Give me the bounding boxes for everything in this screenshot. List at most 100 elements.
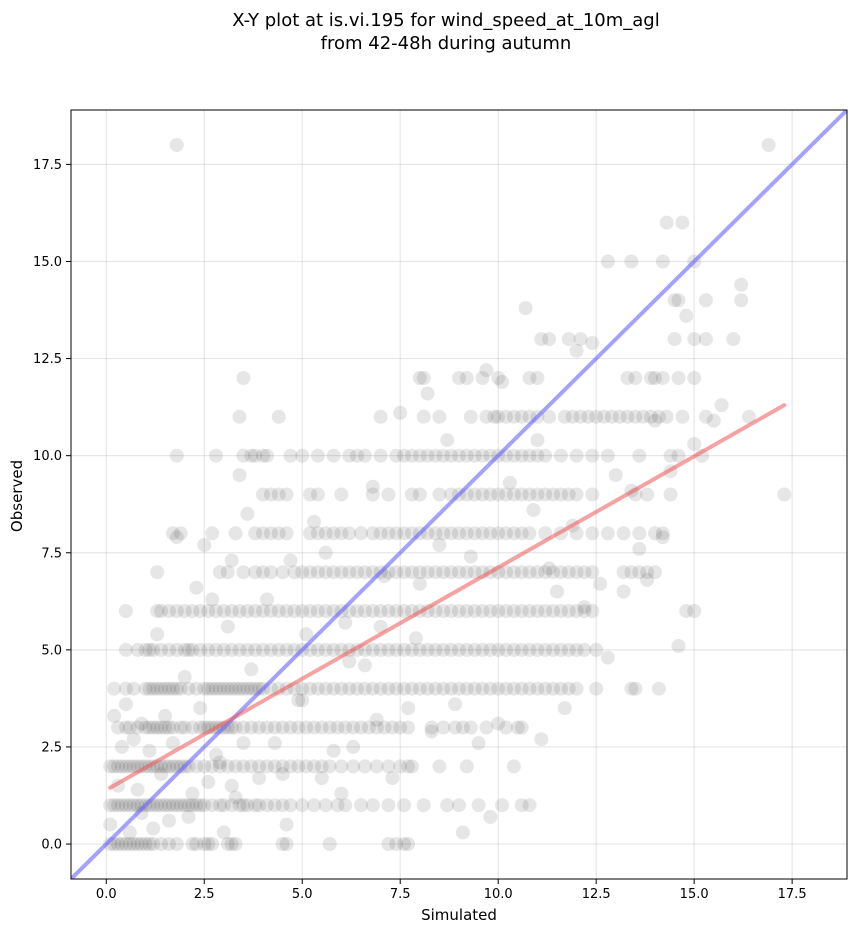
data-point-648 — [209, 747, 223, 762]
data-point-315 — [506, 642, 521, 657]
data-point-0 — [103, 837, 118, 851]
data-point-341 — [256, 604, 270, 618]
data-point-136 — [122, 720, 137, 735]
data-point-237 — [397, 681, 412, 696]
data-point-669 — [334, 786, 349, 801]
data-point-240 — [420, 681, 435, 696]
data-point-565 — [487, 409, 502, 424]
data-point-432 — [585, 565, 600, 580]
data-point-191 — [126, 681, 141, 696]
data-point-55 — [205, 798, 220, 813]
data-point-677 — [385, 771, 400, 785]
data-point-126 — [369, 759, 384, 774]
data-point-437 — [648, 565, 662, 580]
data-point-685 — [440, 433, 455, 448]
data-point-213 — [232, 681, 247, 696]
data-point-539 — [452, 448, 466, 463]
data-point-379 — [553, 604, 568, 618]
data-point-52 — [189, 798, 204, 813]
data-point-366 — [452, 604, 466, 618]
data-point-592 — [459, 371, 474, 385]
data-point-584 — [644, 409, 658, 424]
data-point-638 — [165, 736, 180, 751]
data-point-311 — [475, 642, 490, 657]
data-point-488 — [303, 487, 318, 502]
data-point-686 — [448, 697, 463, 712]
data-point-572 — [542, 409, 557, 424]
data-point-495 — [432, 487, 447, 502]
data-point-274 — [185, 642, 200, 657]
data-point-601 — [655, 371, 670, 385]
data-point-273 — [181, 642, 196, 657]
data-point-318 — [530, 642, 545, 657]
data-point-144 — [162, 720, 176, 735]
data-point-369 — [475, 604, 490, 618]
data-point-53 — [193, 798, 208, 813]
data-point-502 — [491, 487, 506, 502]
data-point-277 — [209, 642, 223, 657]
x-axis-ticks: 0.0 2.5 5.0 7.5 10.0 12.5 15.0 17.5 — [96, 879, 807, 902]
y-tick-label-4: 10.0 — [33, 449, 62, 464]
data-point-529 — [357, 448, 372, 463]
data-point-120 — [307, 759, 321, 774]
data-point-47 — [169, 798, 184, 813]
data-point-32 — [111, 798, 125, 813]
data-point-111 — [236, 759, 251, 774]
data-point-271 — [169, 642, 184, 657]
data-point-323 — [569, 642, 584, 657]
data-point-263 — [651, 681, 666, 696]
data-point-391 — [256, 565, 270, 580]
data-point-627 — [114, 739, 129, 754]
data-point-343 — [271, 604, 286, 618]
data-point-436 — [640, 565, 655, 580]
data-point-216 — [244, 681, 259, 696]
data-point-283 — [256, 642, 270, 657]
data-point-655 — [240, 506, 255, 521]
data-point-193 — [142, 681, 157, 696]
data-point-450 — [326, 526, 341, 541]
data-point-5 — [122, 837, 137, 851]
data-point-268 — [146, 642, 161, 657]
data-point-423 — [514, 565, 529, 580]
data-point-720 — [687, 437, 702, 451]
data-point-486 — [271, 487, 286, 502]
data-point-292 — [326, 642, 341, 657]
data-point-284 — [263, 642, 278, 657]
data-point-531 — [389, 448, 404, 463]
data-point-112 — [244, 759, 259, 774]
data-point-166 — [291, 720, 306, 735]
data-point-175 — [361, 720, 376, 735]
data-point-145 — [165, 720, 180, 735]
data-point-388 — [220, 565, 235, 580]
data-point-211 — [224, 681, 239, 696]
data-point-345 — [287, 604, 302, 618]
data-point-197 — [158, 681, 173, 696]
data-point-397 — [310, 565, 325, 580]
data-point-390 — [248, 565, 263, 580]
data-point-159 — [236, 720, 251, 735]
data-point-210 — [220, 681, 235, 696]
data-point-372 — [499, 604, 513, 618]
data-point-585 — [651, 409, 666, 424]
data-point-602 — [671, 371, 686, 385]
data-point-364 — [436, 604, 451, 618]
data-point-395 — [295, 565, 310, 580]
data-point-582 — [628, 409, 643, 424]
data-point-98 — [158, 759, 173, 774]
data-point-586 — [659, 409, 674, 424]
data-point-528 — [342, 448, 357, 463]
data-point-331 — [177, 604, 192, 618]
data-point-651 — [224, 553, 239, 568]
data-point-399 — [326, 565, 341, 580]
data-point-67 — [283, 798, 298, 813]
data-point-196 — [154, 681, 169, 696]
data-point-500 — [475, 487, 490, 502]
data-point-90 — [126, 759, 141, 774]
data-point-347 — [303, 604, 318, 618]
data-point-348 — [310, 604, 325, 618]
data-point-123 — [334, 759, 349, 774]
data-point-332 — [185, 604, 200, 618]
data-point-140 — [146, 720, 161, 735]
data-point-252 — [514, 681, 529, 696]
data-point-125 — [357, 759, 372, 774]
